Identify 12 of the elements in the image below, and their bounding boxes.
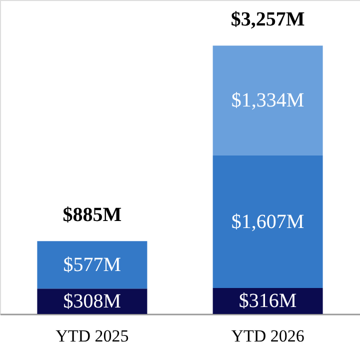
data-label: $316M <box>238 290 297 312</box>
data-label: $577M <box>63 254 122 276</box>
bar <box>37 241 148 289</box>
bar <box>212 46 323 156</box>
x-tick-label: YTD 2025 <box>56 326 129 344</box>
data-label: $1,607M <box>231 210 304 233</box>
x-tick-label: YTD 2026 <box>231 326 304 344</box>
total-label: $3,257M <box>230 8 305 31</box>
data-label: $1,334M <box>231 90 304 112</box>
data-label: $308M <box>63 290 122 312</box>
bar <box>212 156 323 288</box>
total-label: $885M <box>62 204 122 226</box>
